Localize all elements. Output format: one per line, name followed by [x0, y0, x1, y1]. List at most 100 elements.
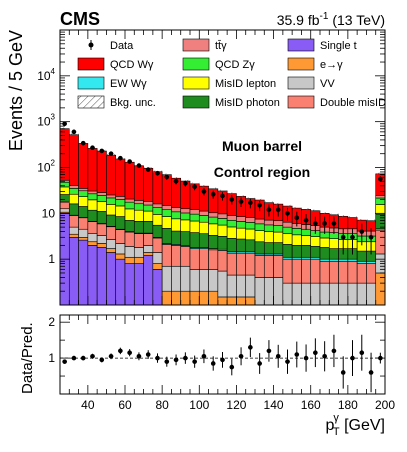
bar-ttgamma: [180, 208, 191, 214]
bar-single_t: [133, 263, 144, 305]
ratio-point: [80, 355, 86, 361]
bar-ttgamma: [236, 216, 247, 222]
bar-single_t: [68, 236, 79, 305]
bar-qcd_wgamma: [68, 134, 79, 186]
legend-e_gamma: e→γ: [287, 57, 343, 71]
bar-qcd_zgamma: [161, 209, 172, 217]
data-point: [145, 167, 151, 172]
ratio-point: [118, 347, 123, 355]
ratio-point: [275, 344, 281, 368]
bar-qcd_zgamma: [106, 197, 117, 205]
ratio-point: [145, 350, 151, 359]
data-point: [303, 214, 309, 230]
bar-qcd_zgamma: [198, 215, 209, 223]
bar-misid_lepton: [171, 218, 182, 232]
bar-e_gamma: [152, 263, 163, 270]
data-point: [220, 192, 225, 201]
ratio-point: [220, 351, 225, 368]
legend-label: Bkg. unc.: [110, 97, 156, 109]
bar-double_misid: [245, 252, 256, 276]
unc-band: [273, 202, 283, 206]
main-panel: 1 10 102 103 104 Data tt̄γ Single t QCD Wγ QCD Z…: [6, 29, 386, 306]
bar-qcd_zgamma: [143, 204, 154, 212]
data-point: [192, 183, 197, 191]
bar-double_misid: [189, 248, 200, 270]
data-point: [201, 188, 207, 196]
bar-single_t: [78, 239, 89, 305]
bar-qcd_zgamma: [263, 224, 274, 232]
bar-qcd_zgamma: [152, 207, 163, 215]
bar-misid_photon: [282, 244, 293, 258]
x-tick-label: 200: [375, 398, 395, 412]
bar-double_misid: [68, 215, 79, 228]
y-tick-label: 102: [37, 159, 55, 175]
bar-vv: [291, 282, 302, 305]
legend-label: tt̄γ: [215, 40, 227, 52]
bar-misid_lepton: [161, 216, 172, 229]
bar-qcd_wgamma: [78, 143, 89, 189]
bar-ttgamma: [208, 212, 219, 218]
ratio-point: [127, 349, 132, 357]
bar-misid_lepton: [375, 204, 385, 215]
bar-qcd_zgamma: [78, 190, 89, 197]
bar-vv: [152, 252, 163, 264]
bar-misid_photon: [78, 206, 89, 218]
legend-label: QCD Zγ: [215, 59, 255, 71]
bar-misid_photon: [152, 224, 163, 238]
bar-single_t: [96, 247, 107, 305]
bar-ew_wgamma: [366, 260, 377, 264]
bar-ttgamma: [282, 221, 293, 228]
bar-qcd_zgamma: [226, 219, 237, 228]
data-point: [275, 204, 281, 217]
bar-double_misid: [171, 245, 182, 267]
legend-ttgamma: tt̄γ: [182, 38, 227, 52]
bar-single_t: [152, 269, 163, 305]
lumi-tail: (13 TeV): [328, 12, 385, 28]
bar-ttgamma: [189, 209, 200, 215]
ratio-point: [173, 354, 179, 366]
x-tick-label: 180: [338, 398, 358, 412]
bar-misid_photon: [171, 230, 182, 245]
bar-double_misid: [328, 260, 339, 284]
bar-e_gamma: [87, 241, 98, 246]
legend-label: e→γ: [320, 59, 343, 71]
bar-e_gamma: [180, 290, 191, 305]
bar-vv: [226, 274, 237, 298]
bar-vv: [133, 247, 144, 258]
unc-band: [227, 192, 237, 195]
bar-misid_photon: [356, 250, 367, 262]
bar-vv: [106, 239, 117, 249]
data-point: [118, 155, 123, 161]
unc-band: [208, 187, 218, 191]
bar-qcd_zgamma: [282, 226, 293, 234]
unc-band: [310, 209, 320, 212]
ratio-points: [60, 334, 385, 393]
x-title-unit: [GeV]: [340, 417, 385, 434]
unc-band: [292, 206, 302, 210]
bar-misid_photon: [143, 221, 154, 234]
ratio-tick-label: 1: [48, 351, 55, 365]
bar-qcd_zgamma: [375, 197, 385, 205]
unc-band: [264, 201, 274, 204]
bar-ttgamma: [375, 195, 385, 199]
bar-ew_wgamma: [347, 258, 358, 262]
annotation-region: Muon barrel: [222, 138, 302, 154]
bar-vv: [171, 265, 182, 292]
bar-ttgamma: [124, 198, 135, 203]
bar-vv: [217, 270, 228, 298]
data-point: [71, 129, 77, 135]
x-tick-label: 40: [81, 398, 95, 412]
data-point: [331, 216, 337, 234]
legend: Data tt̄γ Single t QCD Wγ QCD Zγ e→γ EW Wγ MisI…: [77, 38, 386, 109]
bar-double_misid: [263, 255, 274, 278]
bar-vv: [328, 282, 339, 305]
legend-label: Data: [110, 40, 134, 52]
ratio-point: [155, 353, 160, 363]
experiment-label: CMS: [60, 9, 100, 29]
legend-bkg_unc: Bkg. unc.: [77, 95, 156, 109]
unc-band: [199, 184, 209, 188]
bar-misid_photon: [189, 232, 200, 248]
bar-misid_photon: [319, 247, 330, 260]
bar-vv: [263, 277, 274, 305]
bar-qcd_zgamma: [96, 195, 107, 202]
